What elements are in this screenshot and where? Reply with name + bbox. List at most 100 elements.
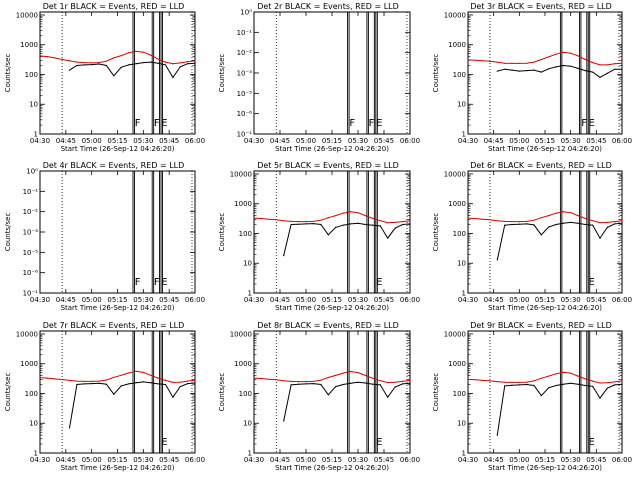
x-tick-label: 05:00 [82, 296, 102, 304]
events-point [548, 226, 550, 228]
events-point [570, 221, 572, 223]
x-axis-label: Start Time (26-Sep-12 04:26:20) [275, 304, 389, 312]
y-tick-label: 10 [457, 101, 466, 109]
lld-point [275, 219, 277, 221]
y-tick-label: 10⁻³ [237, 70, 253, 78]
events-point [335, 386, 337, 388]
lld-point [61, 378, 63, 381]
y-tick-label: 10000 [444, 170, 466, 178]
lld-point [98, 62, 100, 64]
flag-label: E [376, 277, 382, 288]
panel-title: Det 6r BLACK = Events, RED = LLD [470, 161, 612, 170]
lld-point [555, 373, 557, 375]
events-point [387, 237, 389, 239]
lld-point [128, 52, 130, 54]
y-axis-label: Counts/sec [4, 373, 12, 412]
x-tick-label: 05:45 [159, 296, 179, 304]
lld-point [305, 381, 307, 383]
lld-point [562, 211, 564, 213]
series-lld-line [467, 371, 623, 384]
lld-point [540, 377, 542, 379]
lld-point [570, 372, 572, 374]
y-tick-label: 10⁻¹ [237, 131, 253, 139]
events-point [584, 384, 586, 387]
lld-point [592, 220, 594, 222]
lld-point [298, 221, 300, 223]
lld-point [194, 60, 196, 62]
x-axis-label: Start Time (26-Sep-12 04:26:20) [488, 145, 602, 153]
events-point [540, 395, 542, 397]
x-tick-label: 05:30 [348, 456, 368, 464]
events-point [562, 222, 564, 224]
y-tick-label: 1000 [234, 200, 252, 208]
panel-title: Det 3r BLACK = Events, RED = LLD [470, 2, 612, 11]
events-point [305, 223, 307, 225]
events-point [511, 69, 513, 71]
lld-point [46, 377, 49, 379]
panel-det-3: Det 3r BLACK = Events, RED = LLD 1 10 100 10… [432, 2, 632, 153]
x-axis-label: Start Time (26-Sep-12 04:26:20) [275, 464, 389, 472]
flag-label: E [161, 437, 167, 448]
events-point [105, 64, 107, 67]
flag-label: F [154, 118, 160, 129]
flag-label: F [349, 118, 355, 129]
events-point [555, 223, 557, 226]
x-tick-label: 06:00 [185, 456, 205, 464]
lld-point [157, 58, 159, 60]
lld-point [394, 381, 396, 383]
panel-det-7: Det 7r BLACK = Events, RED = LLD 1 10 100 10… [4, 321, 205, 472]
y-tick-label: 1 [462, 290, 466, 298]
lld-point [504, 62, 506, 64]
x-tick-label: 05:45 [159, 137, 179, 145]
lld-point [342, 372, 344, 374]
lld-point [474, 59, 476, 61]
y-tick-label: 1000 [20, 41, 38, 49]
events-point [98, 63, 100, 65]
events-point [518, 70, 520, 72]
lld-point [142, 51, 144, 53]
x-tick-label: 04:45 [56, 137, 76, 145]
lld-point [555, 212, 557, 214]
events-point [526, 70, 528, 72]
lld-point [105, 60, 107, 62]
flag-label: E [376, 118, 382, 129]
series-lld-line [467, 211, 623, 224]
x-tick-label: 04:45 [270, 296, 290, 304]
x-tick-label: 05:15 [322, 137, 342, 145]
events-point [533, 69, 535, 71]
events-point [83, 64, 85, 66]
events-point [142, 381, 144, 383]
x-tick-label: 05:30 [561, 296, 581, 304]
events-point [555, 384, 557, 387]
events-point [164, 64, 167, 66]
events-point [157, 383, 159, 385]
y-tick-label: 1000 [448, 200, 466, 208]
y-tick-label: 1 [248, 290, 252, 298]
lld-point [372, 377, 374, 379]
events-point [283, 420, 285, 422]
lld-point [105, 379, 107, 381]
y-tick-label: 1000 [234, 360, 252, 368]
y-tick-label: 1000 [448, 41, 466, 49]
events-point [606, 226, 608, 228]
y-tick-label: 1 [34, 450, 38, 458]
lld-point [268, 218, 270, 220]
lld-point [290, 220, 292, 222]
events-point [614, 68, 616, 70]
events-point [409, 223, 411, 225]
flag-label: F [581, 118, 587, 129]
lld-point [548, 56, 550, 58]
series-events-line [497, 64, 622, 78]
lld-point [157, 377, 159, 379]
lld-point [39, 55, 41, 57]
lld-point [394, 221, 396, 223]
lld-point [482, 379, 484, 381]
y-tick-label: 1 [34, 131, 38, 139]
events-point [320, 223, 322, 226]
lld-point [260, 217, 262, 220]
x-axis-label: Start Time (26-Sep-12 04:26:20) [61, 304, 175, 312]
x-tick-label: 05:15 [535, 456, 555, 464]
x-tick-label: 05:00 [296, 137, 316, 145]
flag-label: E [161, 277, 167, 288]
y-tick-label: 100 [239, 230, 252, 238]
